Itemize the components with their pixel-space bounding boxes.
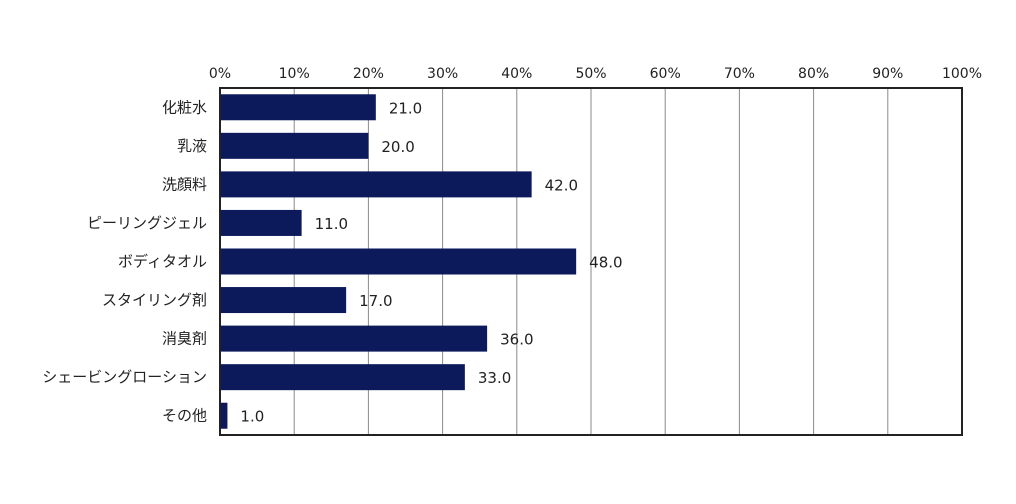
x-tick-label: 30%: [427, 66, 458, 82]
x-tick-label: 100%: [942, 66, 982, 82]
data-label: 11.0: [315, 215, 348, 233]
data-label: 17.0: [359, 292, 392, 310]
category-label: ボディタオル: [118, 253, 207, 271]
bar: [220, 364, 465, 391]
bar: [220, 287, 347, 314]
bar: [220, 248, 577, 275]
data-label: 48.0: [589, 254, 622, 272]
x-tick-label: 60%: [650, 66, 681, 82]
x-tick-label: 40%: [501, 66, 532, 82]
bar: [220, 402, 228, 429]
data-label: 1.0: [240, 408, 264, 426]
category-label: シェービングローション: [42, 368, 207, 386]
plot-frame: [219, 87, 963, 436]
x-tick-label: 20%: [353, 66, 384, 82]
category-labels: 化粧水乳液洗顔料ピーリングジェルボディタオルスタイリング剤消臭剤シェービングロー…: [42, 98, 207, 424]
bar: [220, 132, 369, 159]
data-label: 33.0: [478, 369, 511, 387]
bars: [220, 94, 577, 429]
data-labels: 21.0 20.0 42.0 11.0 48.0 17.0 36.0 33.0 1.0: [240, 99, 622, 425]
data-label: 36.0: [500, 331, 533, 349]
bar: [220, 325, 488, 352]
data-label: 20.0: [381, 138, 414, 156]
category-label: 消臭剤: [162, 330, 207, 348]
category-label: その他: [162, 407, 207, 425]
category-label: 化粧水: [162, 98, 207, 116]
category-label: 乳液: [177, 137, 207, 155]
data-label: 21.0: [389, 99, 422, 117]
x-tick-label: 80%: [798, 66, 829, 82]
x-tick-label: 0%: [209, 66, 231, 82]
x-tick-label: 90%: [872, 66, 903, 82]
bar: [220, 94, 376, 121]
category-label: スタイリング剤: [102, 291, 207, 309]
bar: [220, 171, 532, 198]
x-tick-label: 50%: [575, 66, 606, 82]
x-tick-labels: 0% 10% 20% 30% 40% 50% 60% 70% 80% 90% 100%: [209, 66, 982, 82]
category-label: ピーリングジェル: [87, 214, 207, 232]
bar: [220, 209, 302, 236]
data-label: 42.0: [545, 176, 578, 194]
x-tick-label: 10%: [279, 66, 310, 82]
category-label: 洗顔料: [162, 175, 207, 193]
x-tick-label: 70%: [724, 66, 755, 82]
